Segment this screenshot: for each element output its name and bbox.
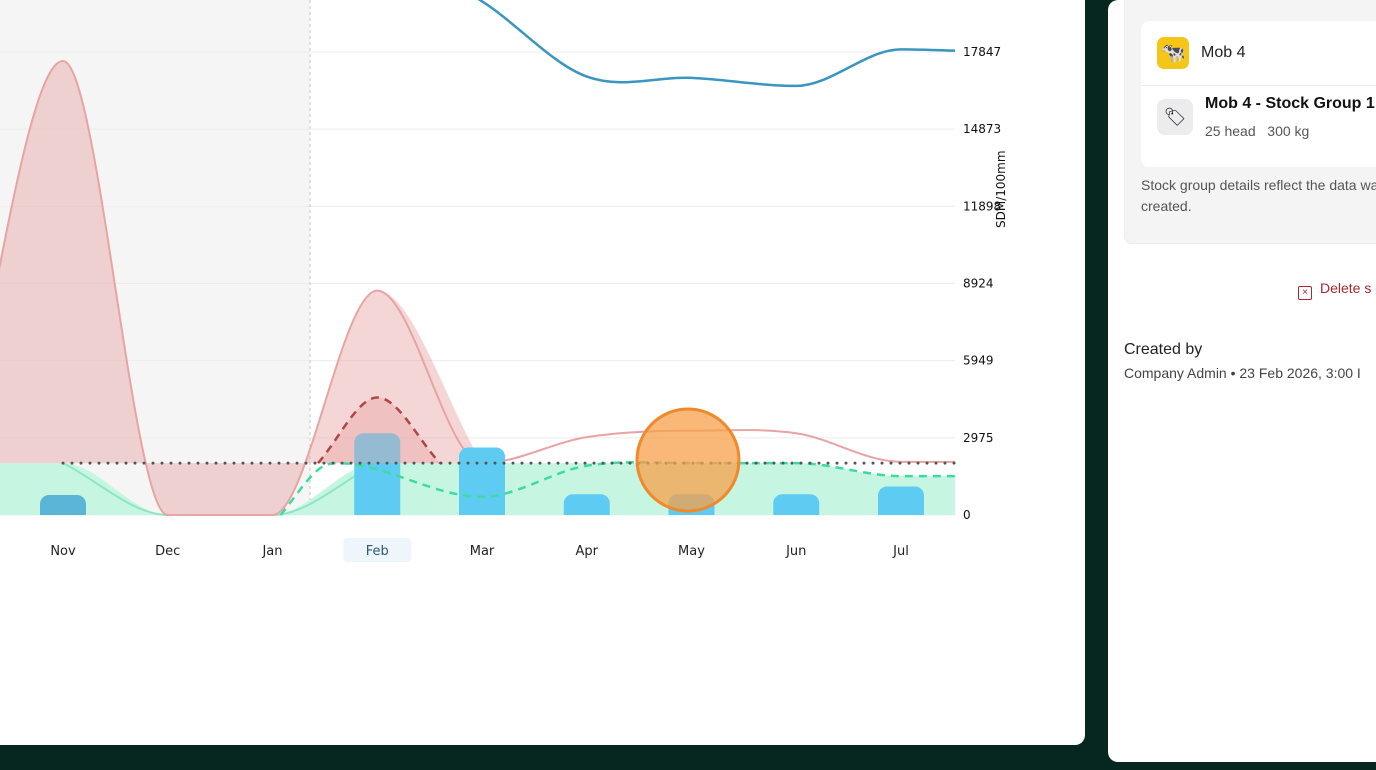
red-dashed-line — [317, 396, 441, 464]
x-tick-label: Nov — [50, 544, 76, 559]
delete-label: Delete s — [1320, 280, 1372, 296]
stock-group-card: 🐄 Mob 4 🏷 Mob 4 - Stock Group 1 25 head … — [1141, 21, 1376, 167]
y-tick-label: 5949 — [963, 354, 994, 368]
details-panel: 🐄 Mob 4 🏷 Mob 4 - Stock Group 1 25 head … — [1108, 0, 1376, 762]
note-text: Stock group details reflect the data was… — [1141, 177, 1376, 214]
x-tick-label: Feb — [366, 544, 389, 559]
y-tick-label: 14873 — [963, 122, 1001, 136]
y-tick-label: 2975 — [963, 431, 994, 445]
tag-icon: 🏷 — [1157, 99, 1193, 135]
blue-line — [477, 0, 956, 88]
y-tick-label: 17847 — [963, 45, 1001, 59]
x-tick-label: Dec — [155, 544, 180, 559]
bar-Feb — [354, 433, 401, 515]
mob-row[interactable]: 🐄 Mob 4 — [1141, 21, 1376, 86]
bar-Nov — [40, 495, 86, 515]
x-tick-label: May — [678, 544, 705, 559]
group-name: Mob 4 - Stock Group 1 — [1205, 95, 1375, 112]
cursor-highlight — [635, 407, 741, 513]
weight: 300 kg — [1267, 123, 1310, 139]
bar-Mar — [459, 447, 505, 515]
y-axis-label: SDM/100mm — [994, 150, 1008, 228]
chart-card: 0 2975 5949 8924 11898 14873 17847 SDM/100mm Nov… — [0, 0, 1085, 745]
bar-Apr — [563, 494, 610, 515]
mob-name: Mob 4 — [1201, 44, 1246, 61]
x-tick-label: Mar — [470, 544, 495, 559]
bar-Jul — [878, 486, 924, 515]
group-meta: 25 head 300 kg — [1205, 123, 1309, 139]
delete-button[interactable]: × Delete s — [1298, 280, 1371, 300]
red-dashed-area — [318, 397, 440, 464]
feed-chart[interactable]: 0 2975 5949 8924 11898 14873 17847 SDM/100mm Nov… — [0, 0, 1085, 745]
stock-group-box: 🐄 Mob 4 🏷 Mob 4 - Stock Group 1 25 head … — [1124, 0, 1376, 244]
bar-Jun — [773, 494, 820, 515]
head-count: 25 head — [1205, 123, 1256, 139]
green-dashed-line — [279, 461, 955, 516]
delete-icon: × — [1298, 286, 1312, 300]
y-tick-label: 11898 — [963, 199, 1001, 213]
y-tick-label: 8924 — [963, 276, 994, 290]
created-by-value: Company Admin • 23 Feb 2026, 3:00 I — [1124, 365, 1361, 381]
cow-icon: 🐄 — [1157, 37, 1189, 69]
y-tick-label: 0 — [963, 508, 971, 522]
pink-area — [0, 61, 482, 515]
x-tick-label: Jul — [892, 544, 909, 559]
past-region — [0, 0, 310, 515]
x-tick-label: Jan — [261, 544, 282, 559]
x-tick-label: Jun — [785, 544, 806, 559]
pink-line — [0, 60, 955, 516]
created-by-label: Created by — [1124, 341, 1203, 358]
highlighted-month-bg — [343, 538, 412, 562]
x-tick-label: Apr — [576, 544, 599, 559]
